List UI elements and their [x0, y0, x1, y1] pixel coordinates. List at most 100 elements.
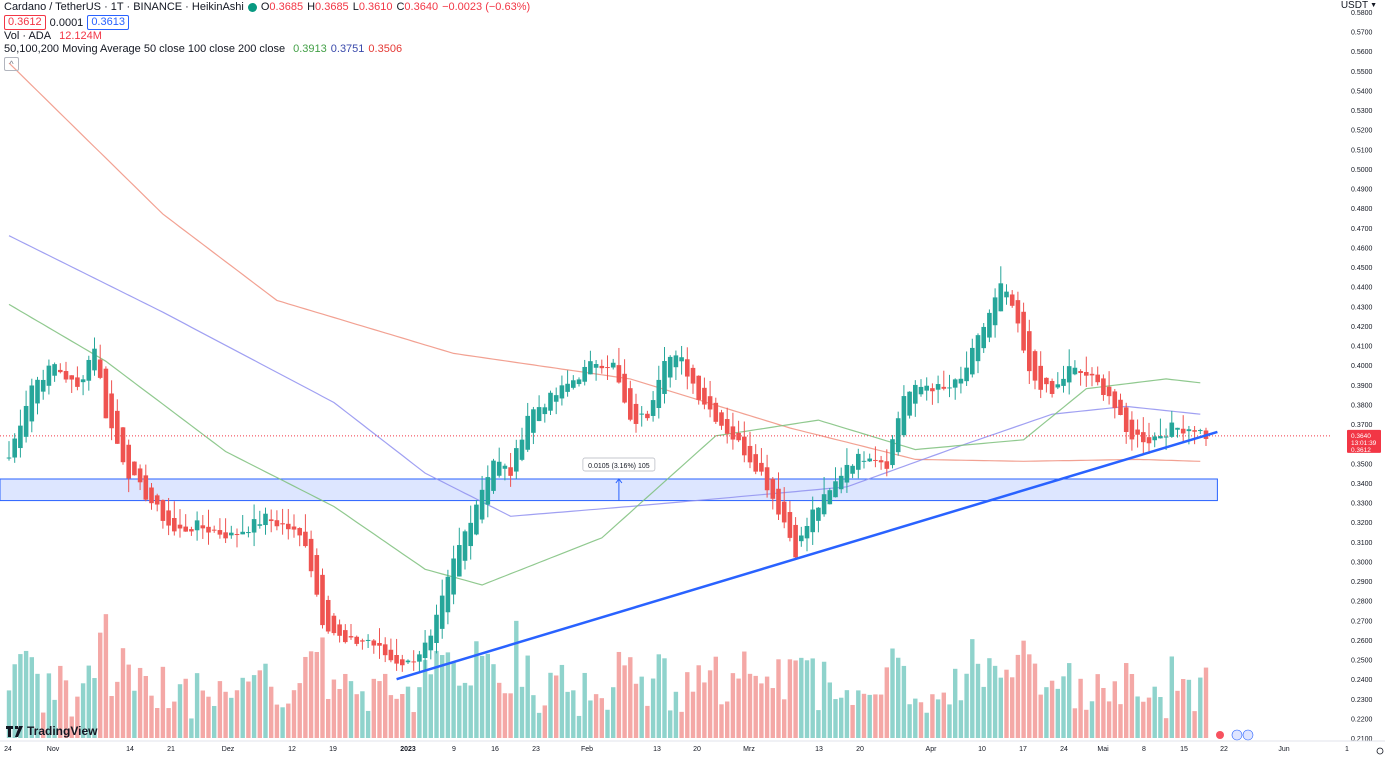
candle-body: [884, 461, 890, 469]
candle-body: [80, 379, 86, 383]
time-tick-label: 13: [815, 746, 823, 753]
symbol-header: Cardano / TetherUS · 1T · BINANCE · Heik…: [4, 1, 530, 13]
candle-body: [679, 357, 684, 362]
volume-bar: [98, 632, 103, 738]
candle-body: [371, 640, 377, 646]
chevron-up-icon[interactable]: ^: [4, 57, 19, 71]
candle-body: [690, 367, 696, 384]
volume-legend[interactable]: Vol · ADA 12.124M: [4, 30, 102, 42]
candle-body: [1072, 367, 1078, 375]
volume-bar: [229, 697, 234, 738]
time-tick-label: 14: [126, 746, 134, 753]
candle-body: [867, 458, 872, 462]
volume-bar: [63, 680, 69, 738]
candle-body: [377, 642, 382, 646]
volume-bar: [394, 698, 399, 738]
volume-bar: [844, 690, 850, 738]
volume-bar: [787, 659, 793, 738]
volume-bar: [884, 667, 889, 738]
candle-body: [343, 630, 348, 643]
candle-body: [873, 459, 878, 461]
time-tick-label: 24: [4, 746, 12, 753]
volume-bar: [582, 672, 587, 738]
candle-body: [1175, 427, 1180, 430]
volume-bar: [474, 641, 479, 738]
candle-body: [736, 432, 741, 441]
candle-body: [1123, 407, 1129, 432]
candle-body: [1032, 351, 1038, 381]
volume-bar: [326, 698, 331, 738]
volume-bar: [736, 678, 741, 738]
candle-body: [143, 475, 149, 500]
candle-body: [434, 614, 439, 643]
support-zone: [0, 478, 1218, 502]
volume-bar: [143, 676, 148, 738]
volume-bar: [816, 710, 821, 738]
volume-bars: [6, 614, 1209, 738]
candle-body: [793, 524, 798, 558]
candle-body: [947, 387, 952, 389]
candle-body: [286, 523, 291, 530]
candle-body: [918, 386, 924, 395]
tradingview-logo[interactable]: TradingView: [6, 724, 97, 738]
volume-bar: [126, 664, 131, 738]
candle-body: [365, 639, 371, 641]
volume-bar: [160, 666, 166, 738]
candle-body: [411, 661, 416, 663]
currency-selector[interactable]: USDT ▼: [1341, 0, 1377, 11]
volume-bar: [92, 678, 97, 738]
volume-bar: [502, 693, 508, 738]
candle-body: [571, 380, 576, 388]
sell-button[interactable]: 0.3612: [4, 15, 46, 30]
candle-body: [1152, 436, 1157, 441]
volume-bar: [428, 674, 433, 738]
buy-button[interactable]: 0.3613: [87, 15, 129, 30]
volume-bar: [12, 664, 17, 738]
candle-body: [1158, 436, 1163, 439]
symbol-title[interactable]: Cardano / TetherUS · 1T · BINANCE · Heik…: [4, 1, 244, 13]
candle-body: [485, 477, 491, 505]
candle-body: [895, 418, 901, 453]
candle-body: [878, 460, 884, 463]
time-tick-label: 22: [1220, 746, 1228, 753]
volume-bar: [622, 665, 627, 738]
candle-body: [1135, 429, 1140, 435]
candle-body: [6, 457, 12, 459]
volume-bar: [1163, 718, 1169, 738]
volume-bar: [702, 682, 707, 738]
price-tick-label: 0.3500: [1351, 461, 1373, 468]
volume-bar: [18, 654, 23, 738]
candle-body: [297, 528, 302, 536]
candle-body: [1192, 430, 1197, 432]
candle-body: [137, 468, 143, 483]
volume-bar: [542, 705, 547, 738]
volume-bar: [58, 665, 63, 738]
ma-legend[interactable]: 50,100,200 Moving Average 50 close 100 c…: [4, 43, 402, 55]
candle-body: [781, 501, 787, 523]
price-tick-label: 0.4400: [1351, 285, 1373, 292]
volume-bar: [645, 705, 650, 738]
candle-body: [958, 378, 964, 384]
candle-body: [987, 312, 992, 338]
volume-bar: [132, 690, 137, 738]
candle-body: [685, 359, 690, 377]
volume-bar: [1152, 686, 1157, 738]
time-tick-label: 12: [288, 746, 296, 753]
volume-bar: [445, 652, 451, 738]
volume-bar: [1078, 678, 1083, 738]
candle-body: [1163, 436, 1169, 438]
candle-body: [75, 377, 80, 387]
ma200-value: 0.3506: [368, 43, 403, 55]
volume-bar: [1004, 669, 1009, 738]
volume-bar: [907, 704, 912, 738]
candle-body: [200, 525, 206, 529]
candle-body: [1089, 373, 1095, 376]
price-tick-label: 0.3400: [1351, 481, 1373, 488]
candle-body: [280, 523, 285, 525]
volume-bar: [257, 670, 262, 738]
volume-bar: [1141, 701, 1146, 738]
volume-bar: [23, 650, 29, 738]
price-tick-label: 0.2300: [1351, 697, 1373, 704]
volume-bar: [1084, 709, 1089, 738]
